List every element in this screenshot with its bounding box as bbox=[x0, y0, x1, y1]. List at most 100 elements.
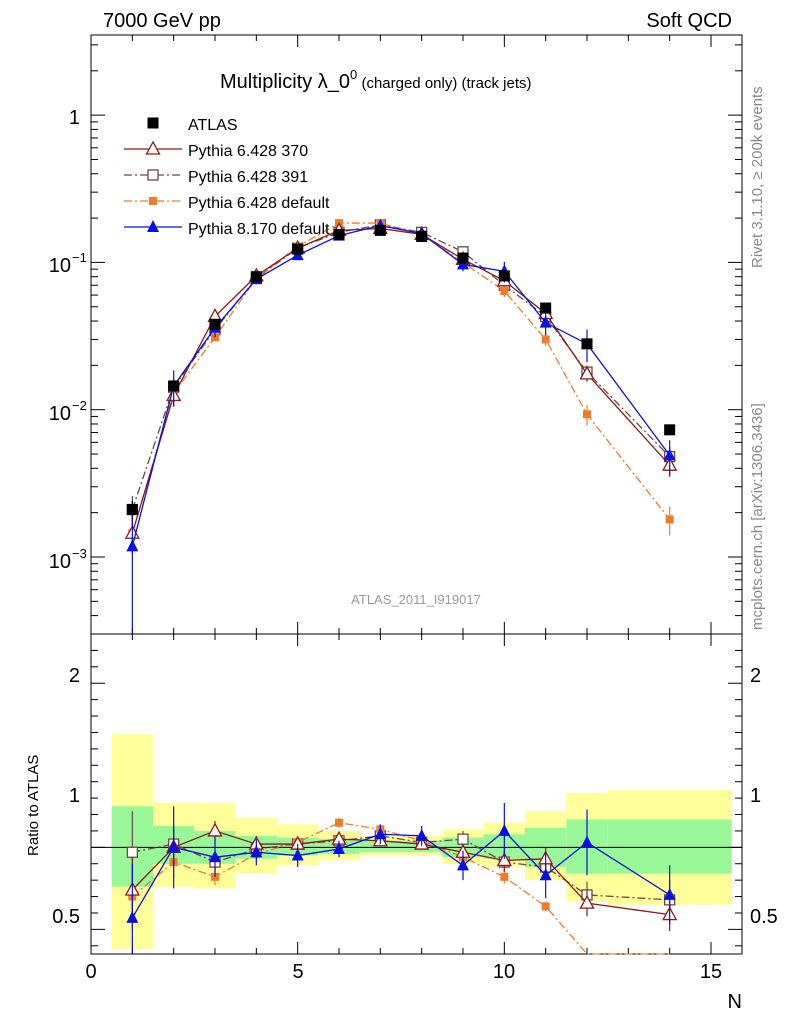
chart-title: Multiplicity λ_00 (charged only) (track … bbox=[220, 67, 532, 93]
y-tick-0.1: 10 bbox=[49, 255, 71, 277]
point-atlas bbox=[292, 243, 304, 255]
ratio-tick-labels: 2 1 0.5 2 1 0.5 bbox=[52, 665, 778, 928]
point-atlas bbox=[333, 228, 345, 240]
series-p8def bbox=[126, 218, 676, 634]
ratio-point-p8def bbox=[539, 868, 552, 881]
point-atlas bbox=[374, 224, 386, 236]
x-tick-10: 10 bbox=[493, 961, 515, 983]
point-atlas bbox=[416, 230, 428, 242]
legend-entry-p8def: Pythia 8.170 default bbox=[124, 220, 330, 238]
point-atlas bbox=[540, 302, 552, 314]
legend-entry-p391: Pythia 6.428 391 bbox=[124, 169, 308, 186]
point-p8def bbox=[539, 315, 552, 328]
ratio-point-p8def bbox=[291, 848, 304, 861]
y-tick-0.001: 10 bbox=[49, 551, 71, 573]
point-atlas bbox=[457, 252, 469, 264]
main-series bbox=[124, 218, 678, 634]
point-atlas bbox=[581, 338, 593, 350]
ratio-point-p8def bbox=[126, 910, 139, 923]
ratio-point-p8def bbox=[581, 835, 593, 848]
x-axis-label: N bbox=[728, 991, 742, 1013]
legend-label-p391: Pythia 6.428 391 bbox=[188, 169, 308, 186]
ratio-point-p8def bbox=[374, 827, 387, 840]
point-atlas bbox=[250, 271, 262, 283]
mcplots-label: mcplots.cern.ch [arXiv:1306.3436] bbox=[749, 403, 766, 630]
ratio-point-p8def bbox=[498, 823, 511, 836]
ratio-series bbox=[124, 803, 678, 955]
point-atlas bbox=[126, 504, 138, 516]
legend-label-atlas: ATLAS bbox=[188, 117, 238, 134]
legend-label-p6def: Pythia 6.428 default bbox=[188, 195, 330, 212]
legend-label-p8def: Pythia 8.170 default bbox=[188, 221, 330, 238]
rivet-label: Rivet 3.1.10, ≥ 200k events bbox=[749, 86, 766, 268]
ratio-axis-label: Ratio to ATLAS bbox=[25, 755, 42, 856]
x-tick-15: 15 bbox=[700, 961, 722, 983]
point-atlas bbox=[498, 270, 510, 282]
x-tick-labels: 0 5 10 15 bbox=[85, 961, 722, 983]
series-line-p370 bbox=[131, 227, 671, 534]
point-p6def bbox=[665, 515, 674, 524]
legend-marker-p370 bbox=[145, 140, 161, 155]
series-p370 bbox=[124, 220, 678, 554]
y-tick-0.01-exp: −2 bbox=[72, 398, 87, 413]
ratio-tick-05-right: 0.5 bbox=[750, 906, 778, 928]
series-p391 bbox=[126, 219, 676, 527]
series-p6def bbox=[128, 219, 674, 554]
ratio-point-p6def bbox=[500, 872, 509, 881]
ratio-tick-2-left: 2 bbox=[69, 665, 80, 687]
point-p6def bbox=[583, 410, 591, 419]
header-left: 7000 GeV pp bbox=[103, 10, 221, 32]
ratio-point-p8def bbox=[250, 845, 263, 858]
y-tick-0.001-exp: −3 bbox=[72, 546, 87, 561]
chart-title-suffix: (charged only) (track jets) bbox=[357, 75, 531, 92]
series-atlas bbox=[126, 224, 676, 520]
point-p370 bbox=[579, 365, 595, 380]
ratio-point-p8def bbox=[209, 850, 221, 863]
legend-marker-p6def bbox=[149, 197, 157, 205]
ratio-point-p391 bbox=[126, 846, 138, 858]
legend-label-p370: Pythia 6.428 370 bbox=[188, 143, 308, 160]
ratio-point-p370 bbox=[496, 852, 512, 867]
ratio-point-p8def bbox=[457, 858, 469, 871]
point-p6def bbox=[541, 335, 550, 344]
point-atlas bbox=[168, 380, 180, 392]
chart-title-main: Multiplicity λ_0 bbox=[220, 71, 350, 93]
ratio-series-p8def bbox=[126, 803, 676, 954]
point-p8def bbox=[126, 539, 139, 552]
y-tick-labels: 1 10 −1 10 −2 10 −3 bbox=[49, 107, 87, 573]
legend-marker-p391 bbox=[147, 169, 159, 181]
y-tick-1: 1 bbox=[69, 107, 80, 129]
axis-ticks bbox=[90, 35, 742, 954]
legend-marker-atlas bbox=[147, 117, 159, 129]
ratio-frame bbox=[90, 633, 743, 955]
ratio-point-p6def bbox=[335, 818, 343, 827]
legend-entry-atlas: ATLAS bbox=[147, 117, 238, 134]
y-tick-0.1-exp: −1 bbox=[72, 250, 87, 265]
ratio-point-p8def bbox=[415, 828, 428, 841]
band-inner-12 bbox=[607, 819, 732, 874]
legend-marker-p8def bbox=[147, 220, 159, 232]
y-tick-0.01: 10 bbox=[49, 403, 71, 425]
legend: ATLAS Pythia 6.428 370 Pythia 6.428 391 Pyt… bbox=[124, 117, 330, 238]
analysis-watermark: ATLAS_2011_I919017 bbox=[351, 592, 481, 607]
ratio-point-p391 bbox=[457, 833, 469, 845]
point-atlas bbox=[664, 424, 676, 436]
x-tick-0: 0 bbox=[85, 961, 96, 983]
legend-entry-p370: Pythia 6.428 370 bbox=[124, 140, 308, 160]
ratio-point-p8def bbox=[333, 841, 345, 854]
legend-entry-p6def: Pythia 6.428 default bbox=[124, 195, 330, 212]
chart-title-sup: 0 bbox=[350, 67, 357, 82]
ratio-point-p8def bbox=[167, 840, 180, 853]
ratio-tick-05-left: 0.5 bbox=[52, 906, 80, 928]
ratio-tick-1-right: 1 bbox=[750, 785, 761, 807]
series-line-p8def bbox=[131, 224, 671, 547]
ratio-point-p6def bbox=[541, 902, 550, 911]
ratio-point-p370 bbox=[579, 894, 595, 909]
point-p6def bbox=[500, 286, 509, 295]
ratio-point-p8def bbox=[663, 887, 676, 900]
ratio-tick-2-right: 2 bbox=[750, 665, 761, 687]
x-tick-5: 5 bbox=[292, 961, 303, 983]
header-right: Soft QCD bbox=[646, 10, 732, 32]
ratio-tick-1-left: 1 bbox=[69, 785, 80, 807]
